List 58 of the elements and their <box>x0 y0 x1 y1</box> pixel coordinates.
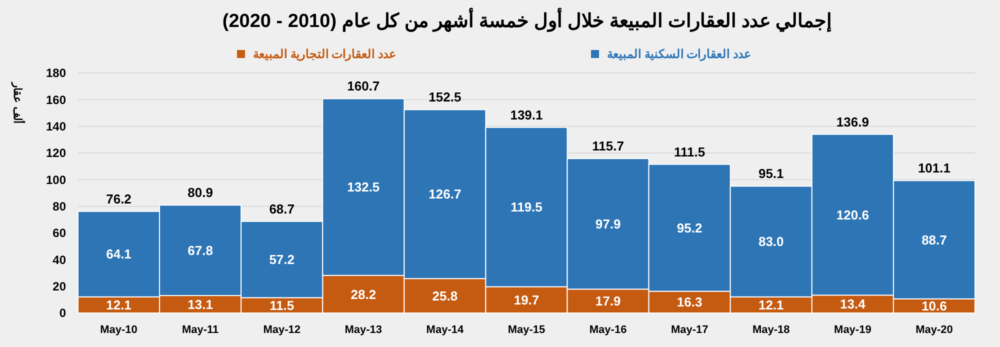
total-label: 139.1 <box>510 107 543 122</box>
total-label: 152.5 <box>428 90 462 105</box>
legend-label: عدد العقارات التجارية المبيعة <box>253 47 396 62</box>
annotation: 101.1 <box>918 160 950 176</box>
x-tick-label: May-10 <box>100 324 138 336</box>
total-label: 160.7 <box>347 78 380 94</box>
y-tick-label: 100 <box>46 172 66 187</box>
text: 12.1 <box>106 297 132 312</box>
x-tick-label: May-19 <box>834 324 872 336</box>
y-tick-label: 80 <box>52 200 66 214</box>
x-tick-label: May-17 <box>670 324 708 336</box>
y-axis-title: ألف عقار <box>11 81 25 124</box>
x-tick-label: May-12 <box>263 324 301 336</box>
y-tick-label: 160 <box>46 92 66 107</box>
x-tick-label: May-14 <box>426 324 464 336</box>
text: 10.6 <box>922 298 947 314</box>
text: 16.3 <box>676 294 702 310</box>
text: 67.8 <box>188 242 213 258</box>
y-tick-label: 20 <box>52 280 66 294</box>
x-tick-label: May-11 <box>182 324 219 336</box>
text: 97.9 <box>595 216 621 232</box>
y-tick-label: 0 <box>59 306 66 320</box>
y-tick-label: 140 <box>46 120 66 134</box>
text: 57.2 <box>269 252 295 268</box>
text: 64.1 <box>106 246 132 262</box>
x-tick-label: May-13 <box>344 324 382 336</box>
text: 126.7 <box>428 186 462 202</box>
chart-title: إجمالي عدد العقارات المبيعة خلال أول خمسة أشهر من كل عام (2010 - 2020) <box>222 7 832 33</box>
x-tick-label: May-16 <box>589 324 627 336</box>
text: 12.1 <box>758 297 784 312</box>
y-tick-label: 180 <box>46 66 66 80</box>
total-label: 76.2 <box>106 191 132 206</box>
text: 17.9 <box>595 294 621 309</box>
total-label: 115.7 <box>592 138 624 154</box>
text: عدد العقارات السكنية المبيعة <box>607 47 752 62</box>
text: 13.1 <box>188 296 213 312</box>
total-label: 80.9 <box>188 185 213 200</box>
x-tick-label: May-18 <box>752 324 790 336</box>
y-tick-label: 40 <box>52 252 66 267</box>
text: 120.6 <box>836 207 869 222</box>
text: 13.4 <box>840 296 866 312</box>
text: 95.2 <box>676 220 702 236</box>
total-label: 95.1 <box>758 166 784 182</box>
text: 25.8 <box>432 288 458 304</box>
x-tick-label: May-15 <box>508 324 546 336</box>
x-tick-label: May-20 <box>916 324 953 336</box>
text: 28.2 <box>350 286 376 302</box>
total-label: 111.5 <box>674 144 706 160</box>
text: 119.5 <box>510 200 542 215</box>
y-tick-label: 120 <box>46 146 66 160</box>
text: 88.7 <box>922 232 947 248</box>
text: 19.7 <box>514 292 540 308</box>
annotation: 136.9 <box>836 114 869 130</box>
text: 83.0 <box>758 234 784 250</box>
total-label: 68.7 <box>269 201 295 216</box>
text: 132.5 <box>347 180 380 195</box>
text: 11.5 <box>270 298 294 313</box>
y-tick-label: 60 <box>52 226 66 240</box>
